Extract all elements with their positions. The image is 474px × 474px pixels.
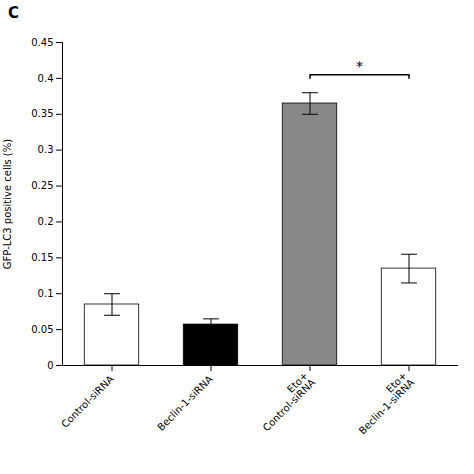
- svg-text:0.1: 0.1: [38, 288, 54, 299]
- svg-text:0.15: 0.15: [31, 252, 53, 263]
- html-text:C: C: [8, 4, 19, 22]
- svg-text:0.25: 0.25: [31, 180, 53, 191]
- svg-text:Eto+Control-siRNA: Eto+Control-siRNA: [254, 370, 318, 434]
- svg-text:0.05: 0.05: [31, 324, 53, 335]
- svg-text:0: 0: [47, 360, 53, 371]
- svg-text:0.45: 0.45: [31, 37, 53, 48]
- svg-text:Eto+Beclin-1-siRNA: Eto+Beclin-1-siRNA: [350, 370, 417, 437]
- svg-text:Control-siRNA: Control-siRNA: [59, 373, 116, 430]
- svg-text:0.4: 0.4: [38, 73, 54, 84]
- svg-text:0.3: 0.3: [38, 144, 54, 155]
- svg-text:0.2: 0.2: [38, 216, 54, 227]
- svg-text:0.35: 0.35: [31, 108, 53, 119]
- svg-text:GFP-LC3 positive cells (%): GFP-LC3 positive cells (%): [2, 139, 13, 269]
- svg-text:Beclin-1-siRNA: Beclin-1-siRNA: [155, 373, 215, 433]
- svg-text:*: *: [356, 58, 363, 74]
